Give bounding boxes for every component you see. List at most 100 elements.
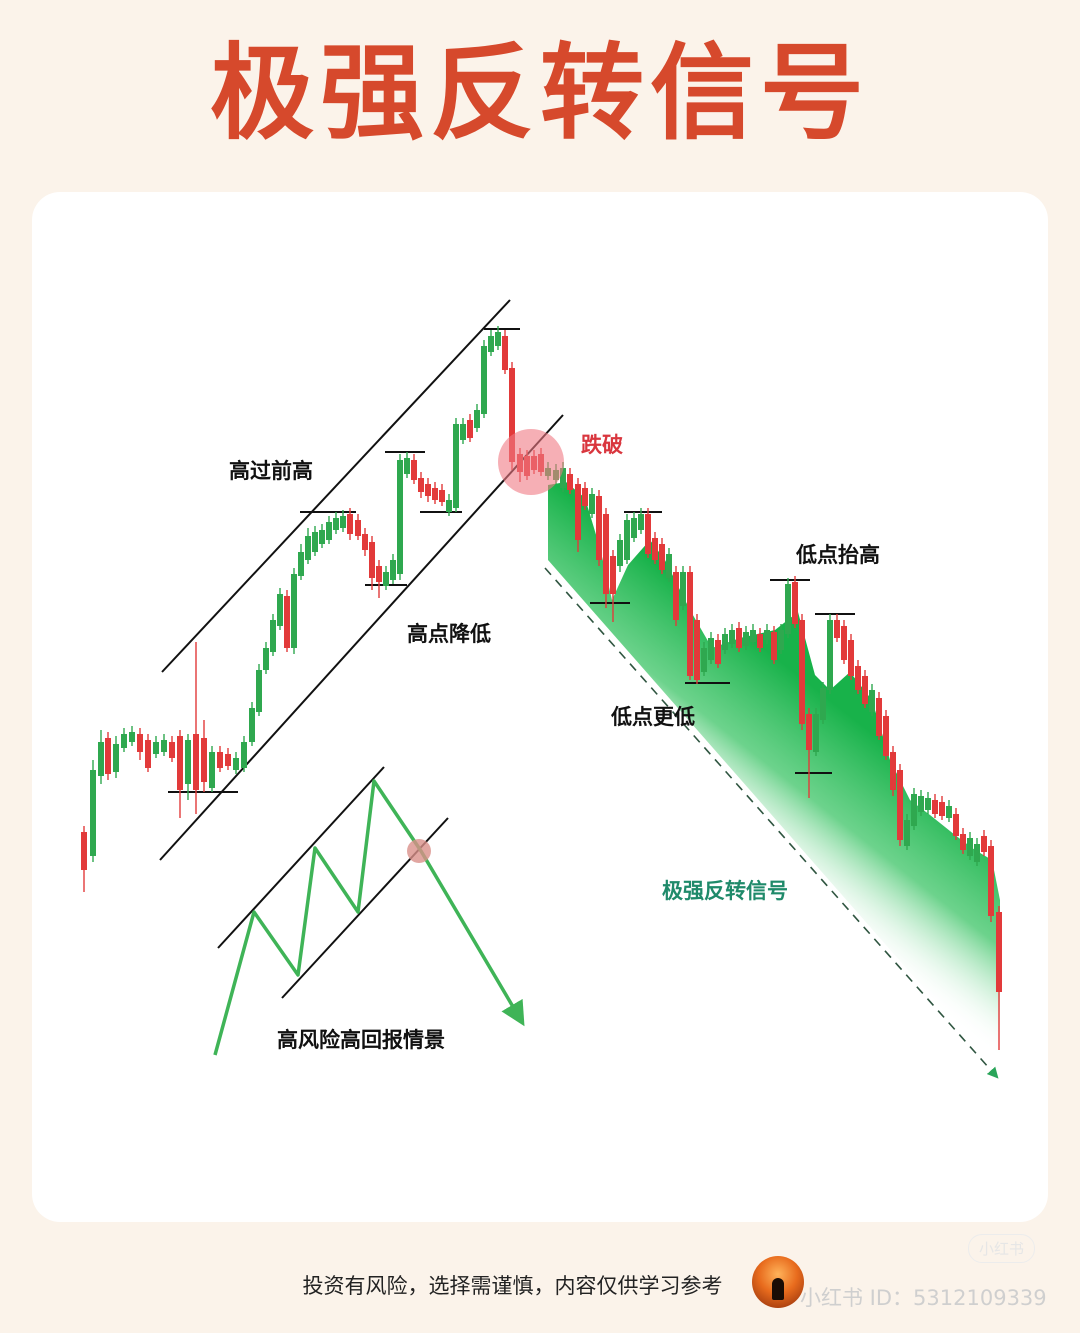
candle-bullish bbox=[967, 838, 973, 856]
candle-bearish bbox=[876, 698, 882, 736]
candle-bearish bbox=[981, 836, 987, 852]
candle-bullish bbox=[277, 594, 283, 626]
candle-bullish bbox=[241, 742, 247, 768]
candle-bearish bbox=[509, 368, 515, 462]
candle-bullish bbox=[666, 554, 672, 578]
candle-bearish bbox=[848, 640, 854, 676]
candle-bearish bbox=[137, 734, 143, 752]
candle-bullish bbox=[708, 638, 714, 660]
candle-bearish bbox=[897, 770, 903, 840]
candle-bearish bbox=[939, 802, 945, 816]
page-title: 极强反转信号 bbox=[209, 32, 870, 154]
candle-bearish bbox=[988, 846, 994, 916]
candle-bullish bbox=[813, 714, 819, 752]
watermark-text: 小红书 ID：5312109339 bbox=[800, 1286, 1047, 1310]
candle-bearish bbox=[411, 460, 417, 480]
candle-bullish bbox=[904, 820, 910, 846]
candle-bearish bbox=[715, 640, 721, 664]
candle-bullish bbox=[631, 518, 637, 538]
candle-bullish bbox=[764, 630, 770, 640]
candle-bearish bbox=[652, 538, 658, 560]
candle-bullish bbox=[778, 630, 784, 650]
candle-bullish bbox=[326, 522, 332, 540]
candle-bearish bbox=[953, 814, 959, 836]
candle-bearish bbox=[799, 620, 805, 724]
candle-bullish bbox=[680, 572, 686, 606]
candle-bullish bbox=[750, 630, 756, 642]
candle-bearish bbox=[883, 716, 889, 756]
candle-bearish bbox=[225, 754, 231, 766]
candle-bullish bbox=[404, 458, 410, 474]
candle-bullish bbox=[722, 634, 728, 650]
candle-bullish bbox=[291, 574, 297, 648]
candle-bearish bbox=[771, 632, 777, 660]
candle-bearish bbox=[687, 572, 693, 676]
candle-bullish bbox=[249, 708, 255, 742]
candle-bullish bbox=[785, 584, 791, 634]
candle-bullish bbox=[298, 552, 304, 576]
candle-bullish bbox=[827, 620, 833, 690]
candle-bearish bbox=[757, 634, 763, 648]
candle-bearish bbox=[105, 738, 111, 774]
candle-bearish bbox=[81, 832, 87, 870]
candle-bearish bbox=[834, 620, 840, 638]
candle-bullish bbox=[161, 740, 167, 752]
candle-bearish bbox=[603, 514, 609, 594]
candle-bearish bbox=[932, 800, 938, 814]
candle-bullish bbox=[209, 752, 215, 788]
candle-bearish bbox=[996, 912, 1002, 992]
candle-bullish bbox=[129, 732, 135, 742]
candle-bullish bbox=[383, 572, 389, 586]
candle-bearish bbox=[575, 484, 581, 540]
candle-bearish bbox=[855, 666, 861, 690]
candle-bearish bbox=[502, 336, 508, 370]
candle-bullish bbox=[256, 670, 262, 712]
candle-bullish bbox=[305, 536, 311, 560]
candle-bullish bbox=[446, 500, 452, 512]
candle-bearish bbox=[355, 520, 361, 536]
label-lower-low: 低点更低 bbox=[610, 705, 695, 729]
candle-bullish bbox=[925, 798, 931, 810]
breakdown-highlight bbox=[498, 429, 564, 495]
candle-bullish bbox=[90, 770, 96, 856]
candle-bearish bbox=[145, 740, 151, 768]
schematic-zigzag bbox=[213, 779, 525, 1056]
candle-bullish bbox=[233, 758, 239, 770]
candle-bullish bbox=[185, 740, 191, 784]
candle-bullish bbox=[113, 744, 119, 772]
candle-bearish bbox=[960, 834, 966, 850]
channel-upper-line bbox=[161, 299, 511, 673]
candle-bullish bbox=[453, 424, 459, 508]
candle-bearish bbox=[369, 542, 375, 578]
candle-bearish bbox=[694, 620, 700, 680]
candle-bearish bbox=[284, 596, 290, 648]
schematic-breakdown-dot bbox=[407, 839, 431, 863]
label-breakdown: 跌破 bbox=[581, 433, 623, 457]
candle-bearish bbox=[418, 478, 424, 492]
label-lower-high: 高点降低 bbox=[407, 622, 491, 646]
candle-bearish bbox=[610, 556, 616, 594]
downtrend-area bbox=[548, 482, 1000, 1075]
candle-bearish bbox=[659, 544, 665, 570]
candle-bullish bbox=[589, 494, 595, 514]
candle-bullish bbox=[481, 346, 487, 414]
candle-bearish bbox=[467, 420, 473, 438]
candle-bullish bbox=[263, 648, 269, 670]
candle-bearish bbox=[432, 488, 438, 500]
candle-bearish bbox=[193, 734, 199, 790]
avatar-figure bbox=[772, 1278, 784, 1300]
downtrend-dashed-line bbox=[544, 567, 999, 1079]
candle-bearish bbox=[806, 714, 812, 750]
candle-bearish bbox=[582, 488, 588, 506]
watermark-logo: 小红书 bbox=[968, 1234, 1036, 1263]
candle-bullish bbox=[701, 648, 707, 672]
candle-bullish bbox=[312, 532, 318, 552]
candle-bearish bbox=[177, 736, 183, 790]
candle-bearish bbox=[217, 752, 223, 768]
candle-bearish bbox=[567, 474, 573, 490]
candle-bullish bbox=[153, 742, 159, 754]
candle-bearish bbox=[347, 514, 353, 534]
label-scenario: 高风险高回报情景 bbox=[277, 1028, 445, 1052]
disclaimer-text: 投资有风险，选择需谨慎，内容仅供学习参考 bbox=[302, 1274, 723, 1298]
